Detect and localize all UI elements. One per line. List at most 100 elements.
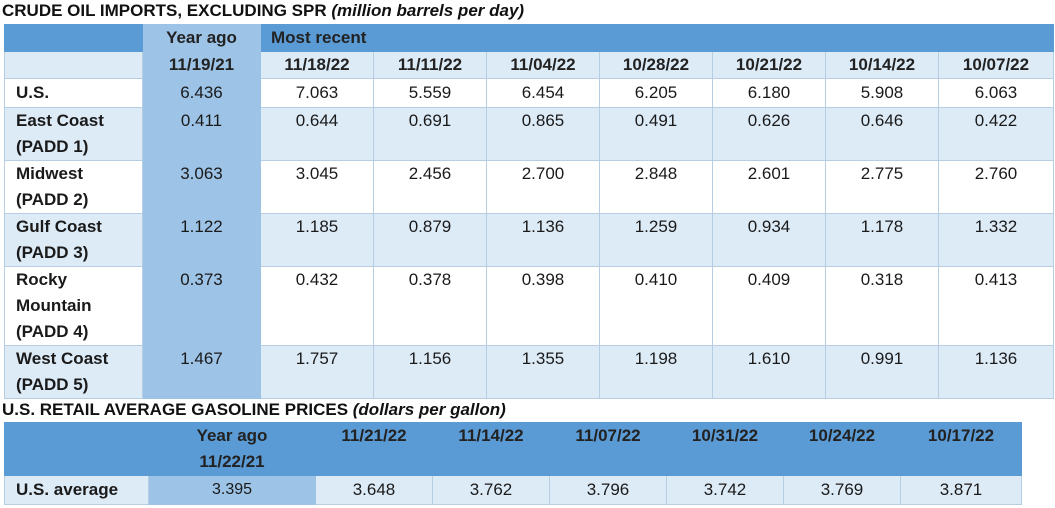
region-row: Gulf Coast (PADD 3) 1.122 1.185 0.879 1.136 1.…: [4, 213, 1054, 267]
year-ago-value: 0.373: [142, 266, 261, 346]
gas-date-header: 11/21/22: [315, 422, 433, 476]
date-header: 11/04/22: [486, 51, 600, 79]
import-value: 2.601: [712, 160, 826, 214]
import-value: 1.198: [599, 345, 713, 399]
import-value: 1.332: [938, 213, 1054, 267]
region-label: West Coast (PADD 5): [4, 345, 143, 399]
gas-year-ago-header: Year ago 11/22/21: [148, 422, 316, 476]
gas-date-header: 11/07/22: [549, 422, 667, 476]
import-value: 5.559: [373, 78, 487, 108]
region-label: Midwest (PADD 2): [4, 160, 143, 214]
import-value: 0.422: [938, 107, 1054, 161]
import-value: 0.318: [825, 266, 939, 346]
import-value: 3.045: [260, 160, 374, 214]
import-value: 2.775: [825, 160, 939, 214]
import-value: 0.432: [260, 266, 374, 346]
region-label-line: (PADD 5): [16, 375, 89, 394]
region-label-line: Midwest: [16, 164, 84, 183]
import-value: 0.410: [599, 266, 713, 346]
region-label-line: (PADD 4): [16, 322, 89, 341]
gas-price-value: 3.762: [432, 475, 550, 505]
import-value: 6.063: [938, 78, 1054, 108]
import-value: 1.136: [938, 345, 1054, 399]
year-ago-value: 0.411: [142, 107, 261, 161]
region-row: U.S. 6.436 7.063 5.559 6.454 6.205 6.180 5.908 6…: [4, 78, 1054, 108]
import-value: 0.991: [825, 345, 939, 399]
crude-title: CRUDE OIL IMPORTS, EXCLUDING SPR (millio…: [2, 1, 524, 21]
year-ago-value: 1.467: [142, 345, 261, 399]
gasoline-prices-table: Year ago 11/22/21 11/21/22 11/14/22 11/07/22…: [4, 422, 1022, 505]
import-value: 6.454: [486, 78, 600, 108]
import-value: 6.180: [712, 78, 826, 108]
region-row: West Coast (PADD 5) 1.467 1.757 1.156 1.355 1.…: [4, 345, 1054, 399]
import-value: 2.848: [599, 160, 713, 214]
gasoline-title-main: U.S. RETAIL AVERAGE GASOLINE PRICES: [2, 400, 349, 419]
region-label-line: East Coast: [16, 111, 104, 130]
date-header: 10/28/22: [599, 51, 713, 79]
crude-header-group-row: Year ago Most recent: [4, 24, 1054, 52]
region-label-line: West Coast: [16, 349, 109, 368]
us-average-label: U.S. average: [4, 475, 149, 505]
import-value: 2.760: [938, 160, 1054, 214]
import-value: 0.378: [373, 266, 487, 346]
date-header: 11/18/22: [260, 51, 374, 79]
import-value: 1.757: [260, 345, 374, 399]
import-value: 0.491: [599, 107, 713, 161]
date-header: 10/07/22: [938, 51, 1054, 79]
crude-date-row: 11/19/21 11/18/22 11/11/22 11/04/22 10/28/22…: [4, 51, 1054, 79]
region-row: Midwest (PADD 2) 3.063 3.045 2.456 2.700 2.848…: [4, 160, 1054, 214]
import-value: 2.456: [373, 160, 487, 214]
import-value: 0.879: [373, 213, 487, 267]
region-label-line: (PADD 3): [16, 243, 89, 262]
most-recent-header: Most recent: [260, 24, 1054, 52]
import-value: 6.205: [599, 78, 713, 108]
date-header: 10/14/22: [825, 51, 939, 79]
date-corner: [4, 51, 143, 79]
import-value: 1.185: [260, 213, 374, 267]
gas-price-value: 3.871: [900, 475, 1022, 505]
import-value: 0.644: [260, 107, 374, 161]
header-corner: [4, 24, 143, 52]
gasoline-price-row: U.S. average 3.395 3.648 3.762 3.796 3.742 3.7…: [4, 475, 1022, 505]
import-value: 1.355: [486, 345, 600, 399]
region-label: U.S.: [4, 78, 143, 108]
import-value: 0.691: [373, 107, 487, 161]
import-value: 0.865: [486, 107, 600, 161]
date-header: 11/11/22: [373, 51, 487, 79]
region-label: East Coast (PADD 1): [4, 107, 143, 161]
region-label-line: U.S.: [16, 83, 50, 102]
gas-date-header: 11/14/22: [432, 422, 550, 476]
region-label: Rocky Mountain (PADD 4): [4, 266, 143, 346]
gas-price-value: 3.742: [666, 475, 784, 505]
import-value: 1.156: [373, 345, 487, 399]
region-label-line: (PADD 1): [16, 137, 89, 156]
import-value: 7.063: [260, 78, 374, 108]
import-value: 0.398: [486, 266, 600, 346]
gas-year-ago-value: 3.395: [148, 475, 316, 505]
year-ago-date: 11/19/21: [142, 51, 261, 79]
import-value: 5.908: [825, 78, 939, 108]
gasoline-title-unit: (dollars per gallon): [352, 400, 506, 419]
gas-header-corner: [4, 422, 149, 476]
import-value: 1.259: [599, 213, 713, 267]
year-ago-value: 3.063: [142, 160, 261, 214]
region-label-line: Mountain: [16, 296, 92, 315]
year-ago-value: 6.436: [142, 78, 261, 108]
gas-date-header: 10/17/22: [900, 422, 1022, 476]
region-label-line: Rocky: [16, 270, 68, 289]
region-row: East Coast (PADD 1) 0.411 0.644 0.691 0.865 0.…: [4, 107, 1054, 161]
gasoline-title: U.S. RETAIL AVERAGE GASOLINE PRICES (dol…: [2, 400, 506, 420]
date-header: 10/21/22: [712, 51, 826, 79]
import-value: 2.700: [486, 160, 600, 214]
import-value: 1.610: [712, 345, 826, 399]
crude-imports-table: Year ago Most recent 11/19/21 11/18/22 11/11…: [4, 24, 1054, 399]
import-value: 0.413: [938, 266, 1054, 346]
crude-title-main: CRUDE OIL IMPORTS, EXCLUDING SPR: [2, 1, 327, 20]
import-value: 0.409: [712, 266, 826, 346]
import-value: 0.934: [712, 213, 826, 267]
gas-year-ago-date: 11/22/21: [199, 452, 265, 471]
region-row: Rocky Mountain (PADD 4) 0.373 0.432 0.378 0.39…: [4, 266, 1054, 346]
gas-price-value: 3.769: [783, 475, 901, 505]
gas-price-value: 3.796: [549, 475, 667, 505]
region-label: Gulf Coast (PADD 3): [4, 213, 143, 267]
